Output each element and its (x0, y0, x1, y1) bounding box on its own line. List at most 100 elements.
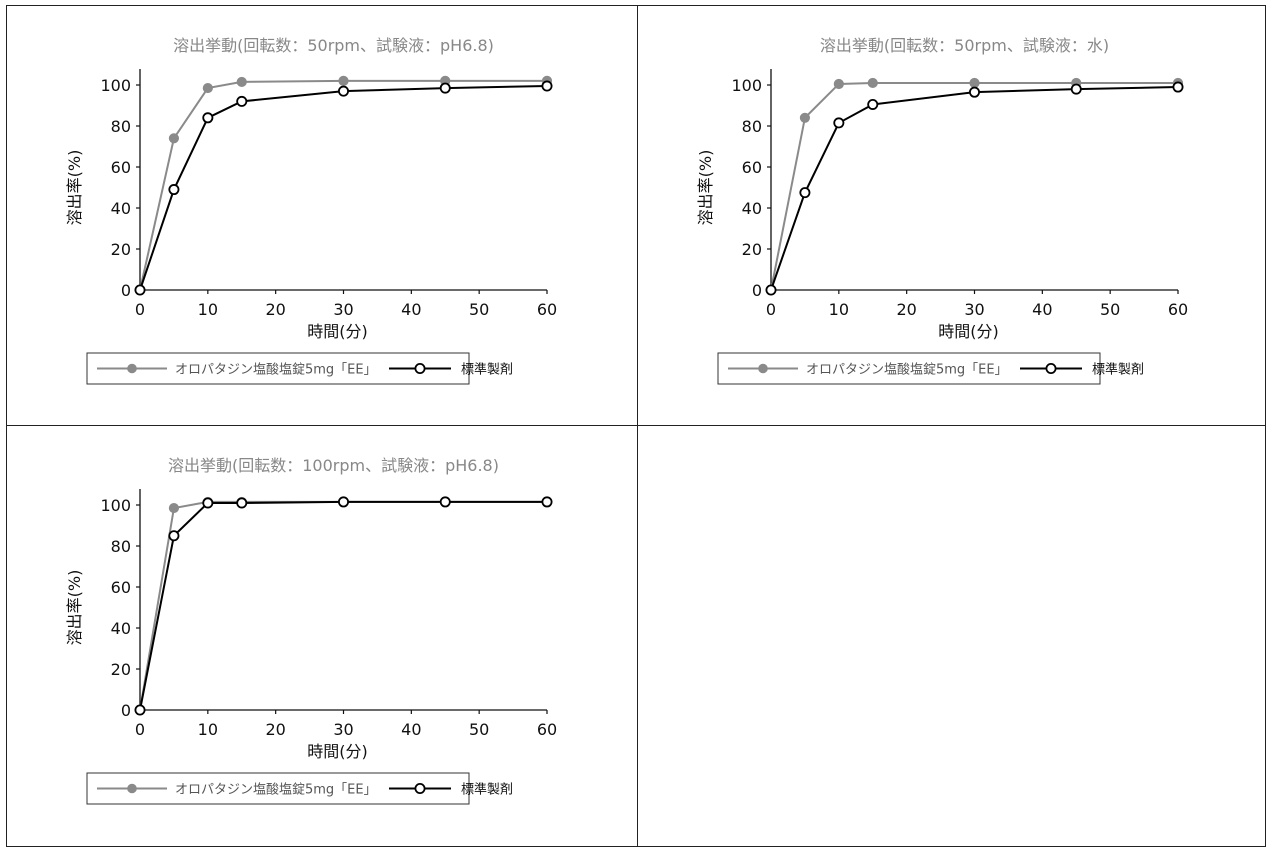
data-point-s1 (134, 284, 146, 296)
data-point-s1 (799, 187, 811, 199)
data-point-s1 (1172, 81, 1184, 93)
legend-marker-0 (127, 363, 137, 374)
x-axis-label: 時間(分) (307, 322, 368, 341)
x-tick-label: 50 (1100, 300, 1120, 319)
data-point-s0 (969, 77, 980, 89)
x-tick-label: 20 (896, 300, 916, 319)
series-line-1 (770, 86, 1179, 291)
y-tick-label: 40 (111, 199, 131, 218)
x-tick-label: 60 (537, 300, 557, 319)
x-tick-label: 10 (198, 720, 218, 739)
dissolution-chart-50rpm-water: 溶出挙動(回転数：50rpm、試験液：水) 0 20 40 60 80 100 0 10 20 30… (696, 36, 1188, 385)
data-point-s1 (202, 112, 214, 124)
chart-grid: 溶出挙動(回転数：50rpm、試験液：pH6.8) 0 20 40 60 80 100 0 10… (6, 5, 1266, 847)
legend-marker-0 (127, 783, 137, 794)
x-tick-label: 30 (333, 720, 353, 739)
x-axis-label: 時間(分) (307, 742, 368, 761)
chart-title: 溶出挙動(回転数：100rpm、試験液：pH6.8) (168, 456, 499, 475)
x-tick-label: 0 (766, 300, 776, 319)
y-axis-label: 溶出率(%) (696, 150, 715, 226)
chart-legend: オロパタジン塩酸塩錠5mg「EE」 標準製剤 (86, 352, 513, 385)
chart-title: 溶出挙動(回転数：50rpm、試験液：水) (820, 36, 1109, 55)
data-point-s1 (134, 704, 146, 716)
y-tick-label: 60 (111, 578, 131, 597)
legend-marker-1 (414, 362, 426, 374)
data-point-s1 (168, 530, 180, 542)
legend-label-0: オロパタジン塩酸塩錠5mg「EE」 (806, 363, 1008, 378)
y-tick-label: 80 (111, 117, 131, 136)
data-point-s0 (168, 502, 180, 514)
y-tick-label: 40 (742, 199, 762, 218)
y-tick-label: 60 (742, 158, 762, 177)
y-tick-label: 20 (111, 240, 131, 259)
data-point-s1 (541, 496, 553, 508)
chart-title: 溶出挙動(回転数：50rpm、試験液：pH6.8) (173, 36, 494, 55)
x-tick-label: 40 (401, 720, 421, 739)
x-tick-label: 0 (135, 720, 145, 739)
y-tick-label: 100 (100, 496, 131, 515)
x-tick-label: 50 (469, 720, 489, 739)
data-point-s1 (202, 497, 214, 509)
y-tick-label: 60 (111, 158, 131, 177)
x-tick-label: 30 (333, 300, 353, 319)
y-tick-label: 20 (742, 240, 762, 259)
data-point-s1 (765, 284, 777, 296)
x-tick-label: 20 (265, 720, 285, 739)
data-point-s1 (968, 86, 980, 98)
chart-panel-2: 溶出挙動(回転数：50rpm、試験液：水) 0 20 40 60 80 100 0 10 20 30… (637, 5, 1266, 426)
series-line-1 (139, 500, 547, 711)
x-axis-label: 時間(分) (938, 322, 999, 341)
legend-label-1: 標準製剤 (461, 782, 513, 798)
dissolution-chart-50rpm-ph68: 溶出挙動(回転数：50rpm、試験液：pH6.8) 0 20 40 60 80 100 0 10… (65, 36, 557, 385)
data-point-s1 (1070, 83, 1082, 95)
y-tick-label: 100 (100, 76, 131, 95)
legend-label-1: 標準製剤 (1092, 362, 1144, 378)
data-point-s0 (338, 75, 349, 87)
x-tick-label: 10 (829, 300, 849, 319)
x-tick-label: 50 (469, 300, 489, 319)
legend-marker-1 (1045, 362, 1057, 374)
data-point-s1 (867, 98, 879, 110)
legend-label-1: 標準製剤 (461, 362, 513, 378)
data-point-s1 (541, 80, 553, 92)
y-tick-label: 20 (111, 660, 131, 679)
chart-legend: オロパタジン塩酸塩錠5mg「EE」 標準製剤 (717, 352, 1144, 385)
data-point-s1 (236, 95, 248, 107)
y-tick-label: 80 (742, 117, 762, 136)
series-line-0 (139, 500, 547, 711)
data-point-s0 (833, 78, 844, 90)
data-point-s1 (439, 496, 451, 508)
data-point-s1 (337, 496, 349, 508)
data-point-s0 (867, 77, 878, 89)
data-point-s1 (439, 82, 451, 94)
y-tick-label: 100 (731, 76, 762, 95)
x-tick-label: 30 (964, 300, 984, 319)
legend-label-0: オロパタジン塩酸塩錠5mg「EE」 (175, 783, 377, 798)
data-point-s0 (168, 133, 180, 144)
y-axis-label: 溶出率(%) (65, 570, 84, 646)
data-point-s0 (799, 112, 811, 123)
data-point-s0 (202, 82, 213, 94)
x-tick-label: 60 (537, 720, 557, 739)
x-tick-label: 20 (265, 300, 285, 319)
legend-marker-0 (758, 363, 768, 374)
chart-panel-1: 溶出挙動(回転数：50rpm、試験液：pH6.8) 0 20 40 60 80 100 0 10… (6, 5, 638, 426)
data-point-s0 (236, 76, 247, 88)
y-tick-label: 0 (121, 701, 131, 720)
x-tick-label: 0 (135, 300, 145, 319)
legend-label-0: オロパタジン塩酸塩錠5mg「EE」 (175, 363, 377, 378)
y-tick-label: 40 (111, 619, 131, 638)
y-tick-label: 80 (111, 537, 131, 556)
series-line-1 (139, 85, 548, 291)
chart-legend: オロパタジン塩酸塩錠5mg「EE」 標準製剤 (86, 772, 513, 805)
y-axis-label: 溶出率(%) (65, 150, 84, 226)
series-line-0 (770, 81, 1178, 291)
data-point-s1 (833, 117, 845, 129)
x-tick-label: 60 (1168, 300, 1188, 319)
legend-marker-1 (414, 782, 426, 794)
x-tick-label: 10 (198, 300, 218, 319)
y-tick-label: 0 (752, 281, 762, 300)
x-tick-label: 40 (401, 300, 421, 319)
x-tick-label: 40 (1032, 300, 1052, 319)
empty-panel (637, 425, 1266, 847)
